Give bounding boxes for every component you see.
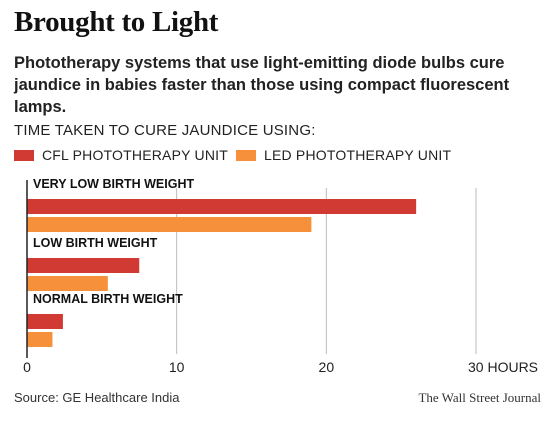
x-tick-label: 0	[23, 359, 31, 375]
bar-led	[27, 217, 312, 232]
legend-item-cfl: CFL PHOTOTHERAPY UNIT	[14, 147, 228, 163]
chart-heading: TIME TAKEN TO CURE JAUNDICE USING:	[14, 122, 316, 139]
bar-led	[27, 276, 108, 291]
source-note: Source: GE Healthcare India	[14, 390, 180, 405]
x-tick-label: 30 HOURS	[468, 359, 538, 375]
bar-cfl	[27, 258, 140, 273]
chart-title: Brought to Light	[14, 6, 219, 38]
category-label: VERY LOW BIRTH WEIGHT	[33, 177, 194, 191]
category-label: LOW BIRTH WEIGHT	[33, 236, 158, 250]
bar-cfl	[27, 314, 63, 329]
publisher-credit: The Wall Street Journal	[418, 390, 541, 405]
category-label: NORMAL BIRTH WEIGHT	[33, 292, 183, 306]
legend-label-led: LED PHOTOTHERAPY UNIT	[264, 147, 452, 163]
legend-swatch-led	[236, 149, 256, 161]
legend-item-led: LED PHOTOTHERAPY UNIT	[236, 147, 451, 163]
x-tick-label: 20	[319, 359, 335, 375]
legend: CFL PHOTOTHERAPY UNIT LED PHOTOTHERAPY U…	[14, 147, 554, 167]
bar-cfl	[27, 199, 417, 214]
bar-led	[27, 332, 53, 347]
legend-swatch-cfl	[14, 149, 34, 161]
chart-subtitle: Phototherapy systems that use light-emit…	[14, 54, 510, 116]
legend-label-cfl: CFL PHOTOTHERAPY UNIT	[42, 147, 228, 163]
x-tick-label: 10	[169, 359, 185, 375]
